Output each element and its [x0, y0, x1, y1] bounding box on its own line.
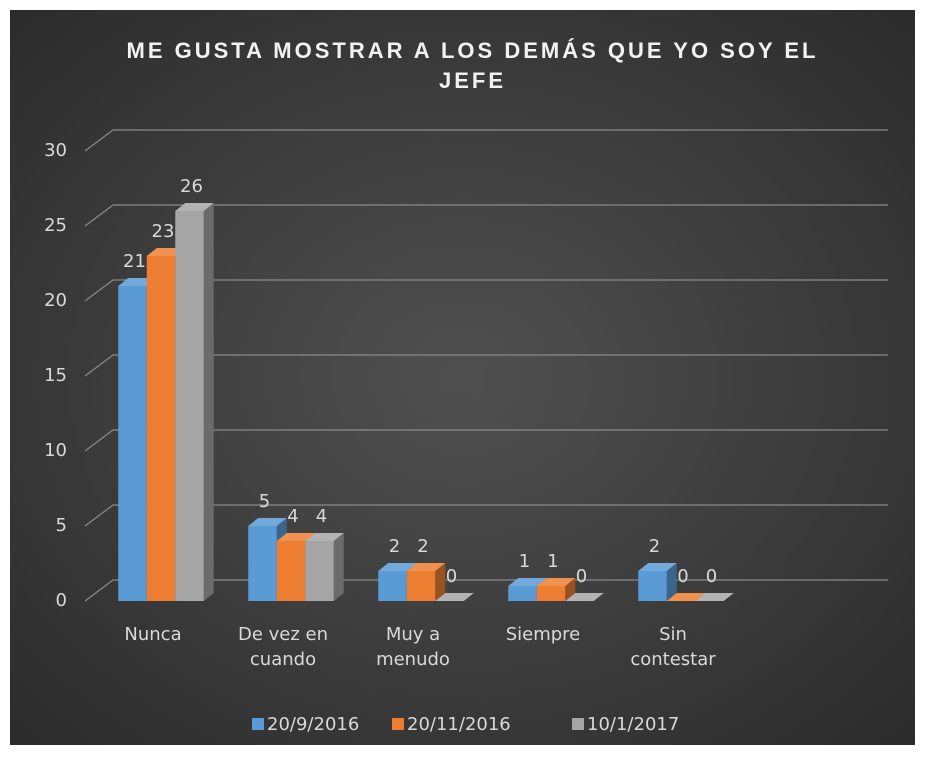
- bar-top: [305, 533, 344, 541]
- x-tick-label: Sin contestar: [630, 624, 716, 670]
- bar: [118, 286, 147, 601]
- x-tick-label: De vez en cuando: [237, 624, 329, 670]
- bar: [536, 586, 566, 601]
- grid-line: [84, 204, 888, 227]
- data-label: 0: [677, 566, 688, 587]
- legend-label: 10/1/2017: [587, 714, 679, 735]
- bar: [276, 541, 306, 601]
- bar-top: [508, 578, 547, 586]
- y-tick-label: 5: [56, 515, 67, 536]
- bar-top: [248, 518, 287, 526]
- bar: [175, 211, 204, 601]
- grid-line: [84, 354, 888, 377]
- bar-side: [203, 203, 214, 601]
- data-label: 2: [649, 536, 660, 557]
- data-label: 26: [180, 176, 203, 197]
- data-label: 0: [576, 566, 587, 587]
- grid-line: [84, 504, 888, 527]
- bar-top: [276, 533, 316, 541]
- chart-title: ME GUSTA MOSTRAR A LOS DEMÁS QUE YO SOY …: [126, 38, 819, 93]
- bar-side: [666, 563, 677, 601]
- data-label: 2: [417, 536, 428, 557]
- bar-top: [565, 593, 604, 601]
- grid-line: [84, 279, 888, 302]
- data-label: 0: [706, 566, 717, 587]
- bar-top: [406, 563, 446, 571]
- bar-top: [175, 203, 214, 211]
- y-tick-label: 10: [44, 440, 67, 461]
- y-tick-label: 30: [44, 140, 67, 161]
- legend-label: 20/9/2016: [267, 714, 359, 735]
- bar: [638, 571, 667, 601]
- bar-top: [638, 563, 677, 571]
- chart-area: 0 5 10 15 20 25 30 21 23 26 5 4 4 2 2 0 1 1 0 2 0 0 20/9/2016 2…: [10, 10, 915, 745]
- data-label: 4: [287, 506, 298, 527]
- bar-side: [435, 563, 446, 601]
- data-label: 0: [446, 566, 457, 587]
- bar-side: [333, 533, 344, 601]
- x-tick-label: Muy a menudo: [376, 624, 450, 670]
- bar-top: [378, 563, 417, 571]
- data-label: 21: [123, 251, 146, 272]
- y-tick-label: 20: [44, 290, 67, 311]
- bar: [406, 571, 436, 601]
- legend-swatch: [252, 718, 264, 730]
- data-label: 1: [547, 551, 558, 572]
- data-label: 1: [519, 551, 530, 572]
- y-tick-label: 0: [56, 590, 67, 611]
- data-label: 5: [259, 491, 270, 512]
- legend-label: 20/11/2016: [407, 714, 511, 735]
- grid-line: [84, 429, 888, 452]
- data-label: 2: [389, 536, 400, 557]
- bar: [378, 571, 407, 601]
- grid-line: [84, 129, 888, 152]
- bar-top: [666, 593, 706, 601]
- bar: [508, 586, 537, 601]
- data-label: 4: [316, 506, 327, 527]
- bar-side: [565, 578, 576, 601]
- legend-swatch: [392, 718, 404, 730]
- grid-line: [84, 579, 888, 602]
- bar-top: [695, 593, 734, 601]
- bar-top: [536, 578, 576, 586]
- bar: [248, 526, 277, 601]
- legend-swatch: [572, 718, 584, 730]
- bar-top: [435, 593, 474, 601]
- y-tick-label: 25: [44, 215, 67, 236]
- x-tick-label: Nunca: [124, 624, 182, 645]
- data-label: 23: [152, 221, 175, 242]
- x-tick-label: Siempre: [505, 624, 581, 645]
- bar: [146, 256, 176, 601]
- y-tick-label: 15: [44, 365, 67, 386]
- bar: [305, 541, 334, 601]
